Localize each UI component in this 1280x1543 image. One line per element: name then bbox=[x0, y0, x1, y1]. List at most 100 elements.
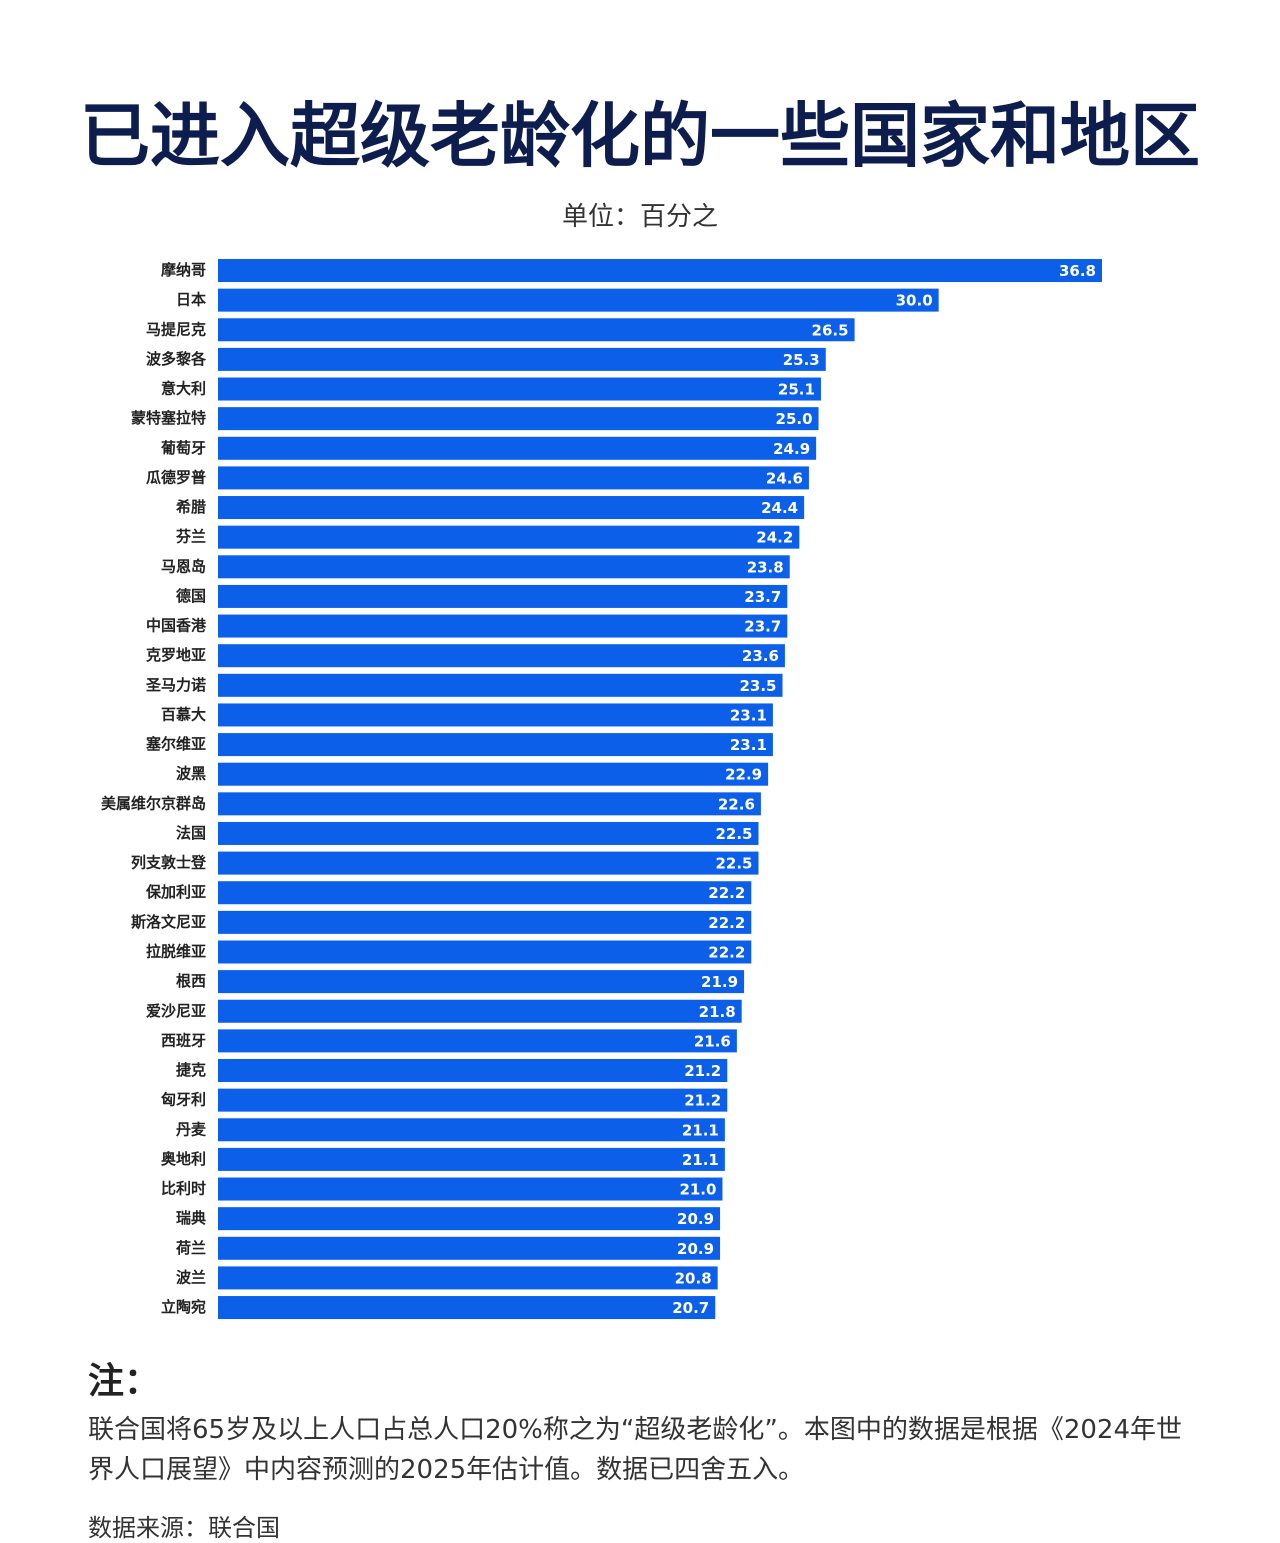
category-label: 匈牙利 bbox=[161, 1091, 206, 1109]
value-label: 26.5 bbox=[812, 321, 849, 339]
category-label: 马提尼克 bbox=[146, 320, 206, 338]
value-label: 24.2 bbox=[756, 529, 793, 547]
value-label: 36.8 bbox=[1059, 262, 1096, 280]
category-label: 中国香港 bbox=[146, 617, 207, 635]
category-label: 西班牙 bbox=[161, 1031, 206, 1049]
category-label: 拉脱维亚 bbox=[146, 942, 206, 960]
category-label: 立陶宛 bbox=[161, 1298, 206, 1316]
chart: 摩纳哥 36.8 日本 30.0 马提尼克 26.5 波多黎各 25.3 意大利 25.1 蒙特塞拉… bbox=[101, 259, 1102, 1320]
value-label: 23.8 bbox=[747, 558, 784, 576]
bar bbox=[218, 851, 759, 875]
value-label: 21.8 bbox=[699, 1003, 736, 1021]
category-label: 圣马力诺 bbox=[145, 676, 206, 694]
category-label: 列支敦士登 bbox=[131, 854, 207, 872]
category-label: 日本 bbox=[176, 291, 206, 309]
bar bbox=[218, 673, 783, 697]
note-heading: 注： bbox=[88, 1361, 161, 1402]
value-label: 22.5 bbox=[715, 855, 752, 873]
value-label: 23.1 bbox=[730, 706, 767, 724]
value-label: 21.6 bbox=[694, 1032, 731, 1050]
bar bbox=[218, 584, 788, 608]
category-label: 爱沙尼亚 bbox=[146, 1002, 206, 1020]
bar bbox=[218, 436, 817, 460]
chart-title: 已进入超级老龄化的一些国家和地区 bbox=[80, 95, 1200, 177]
bar bbox=[218, 1118, 725, 1142]
category-label: 意大利 bbox=[161, 380, 206, 398]
value-label: 30.0 bbox=[896, 292, 933, 310]
value-label: 22.2 bbox=[708, 914, 745, 932]
value-label: 25.0 bbox=[776, 410, 813, 428]
bar bbox=[218, 970, 745, 994]
bar bbox=[218, 1147, 725, 1171]
bar bbox=[218, 762, 769, 786]
category-label: 捷克 bbox=[176, 1061, 206, 1079]
chart-subtitle: 单位：百分之 bbox=[561, 202, 718, 232]
category-label: 斯洛文尼亚 bbox=[131, 913, 206, 931]
bar bbox=[218, 466, 809, 490]
bar bbox=[218, 377, 821, 401]
category-label: 根西 bbox=[176, 972, 206, 990]
category-label: 芬兰 bbox=[176, 528, 206, 546]
bar bbox=[218, 259, 1102, 282]
bar bbox=[218, 614, 788, 638]
bar bbox=[218, 1207, 721, 1231]
category-label: 波多黎各 bbox=[146, 350, 207, 368]
bar bbox=[218, 644, 785, 668]
category-label: 德国 bbox=[176, 587, 206, 605]
category-label: 瑞典 bbox=[176, 1209, 206, 1227]
bar bbox=[218, 347, 826, 371]
bar bbox=[218, 910, 752, 934]
value-label: 22.5 bbox=[715, 825, 752, 843]
value-label: 22.6 bbox=[718, 795, 755, 813]
category-label: 塞尔维亚 bbox=[146, 735, 206, 753]
value-label: 22.2 bbox=[708, 943, 745, 961]
value-label: 22.9 bbox=[725, 766, 762, 784]
value-label: 25.3 bbox=[783, 351, 820, 369]
category-label: 马恩岛 bbox=[161, 557, 206, 575]
bar bbox=[218, 999, 742, 1023]
category-label: 保加利亚 bbox=[145, 883, 206, 901]
bar bbox=[218, 940, 752, 964]
bar bbox=[218, 881, 752, 905]
category-label: 波兰 bbox=[176, 1268, 206, 1286]
value-label: 21.2 bbox=[684, 1092, 721, 1110]
bar bbox=[218, 733, 773, 757]
bar bbox=[218, 288, 939, 312]
category-label: 奥地利 bbox=[161, 1150, 206, 1168]
bar bbox=[218, 407, 819, 431]
source: 数据来源：联合国 bbox=[88, 1514, 280, 1542]
bar bbox=[218, 1088, 728, 1112]
bar bbox=[218, 1177, 723, 1201]
category-label: 美属维尔京群岛 bbox=[101, 794, 206, 812]
value-label: 20.9 bbox=[677, 1210, 714, 1228]
value-label: 23.5 bbox=[739, 677, 776, 695]
category-label: 法国 bbox=[176, 824, 206, 842]
bar bbox=[218, 1059, 728, 1083]
value-label: 23.6 bbox=[742, 647, 779, 665]
value-label: 21.2 bbox=[684, 1062, 721, 1080]
bar bbox=[218, 821, 759, 845]
category-label: 丹麦 bbox=[176, 1120, 207, 1138]
value-label: 23.1 bbox=[730, 736, 767, 754]
value-label: 21.0 bbox=[679, 1181, 716, 1199]
category-label: 波黑 bbox=[176, 765, 206, 783]
value-label: 21.1 bbox=[682, 1151, 719, 1169]
value-label: 22.2 bbox=[708, 884, 745, 902]
value-label: 24.4 bbox=[761, 499, 798, 517]
category-label: 百慕大 bbox=[161, 705, 206, 723]
bar bbox=[218, 318, 855, 342]
value-label: 20.8 bbox=[675, 1269, 712, 1287]
bar bbox=[218, 1266, 718, 1290]
value-label: 21.9 bbox=[701, 973, 738, 991]
note-text: 联合国将65岁及以上人口占总人口20%称之为“超级老龄化”。本图中的数据是根据《… bbox=[88, 1415, 1182, 1485]
bar bbox=[218, 496, 805, 520]
bar bbox=[218, 1236, 721, 1260]
bar bbox=[218, 555, 790, 579]
bar bbox=[218, 1296, 716, 1320]
category-label: 瓜德罗普 bbox=[146, 468, 206, 486]
value-label: 24.9 bbox=[773, 440, 810, 458]
category-label: 希腊 bbox=[176, 498, 206, 516]
bar bbox=[218, 703, 773, 727]
category-label: 荷兰 bbox=[176, 1239, 206, 1257]
